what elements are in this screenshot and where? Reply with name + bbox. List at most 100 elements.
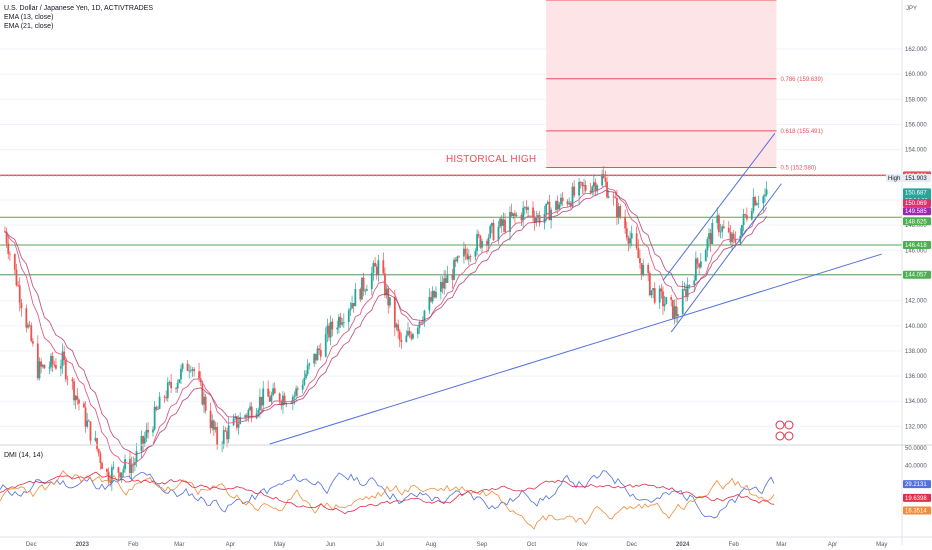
candle-body[interactable] bbox=[337, 316, 340, 328]
candle-body[interactable] bbox=[374, 263, 376, 267]
candle-body[interactable] bbox=[765, 189, 768, 195]
candle-body[interactable] bbox=[467, 256, 470, 260]
candle-body[interactable] bbox=[106, 468, 108, 472]
candle-body[interactable] bbox=[257, 410, 260, 414]
candle-body[interactable] bbox=[420, 321, 423, 323]
candle-body[interactable] bbox=[181, 363, 184, 369]
earnings-icon[interactable] bbox=[784, 431, 794, 441]
candle-body[interactable] bbox=[110, 467, 113, 483]
candle-body[interactable] bbox=[592, 182, 595, 187]
candle-body[interactable] bbox=[135, 451, 138, 463]
candle-body[interactable] bbox=[329, 321, 332, 338]
candle-body[interactable] bbox=[278, 393, 281, 402]
candle-body[interactable] bbox=[226, 431, 228, 440]
candle-body[interactable] bbox=[443, 278, 446, 289]
candle-body[interactable] bbox=[515, 214, 518, 216]
candle-body[interactable] bbox=[477, 234, 480, 236]
candle-body[interactable] bbox=[48, 367, 51, 369]
candle-body[interactable] bbox=[479, 235, 482, 248]
candle-body[interactable] bbox=[96, 438, 98, 450]
candle-body[interactable] bbox=[579, 181, 582, 183]
candle-body[interactable] bbox=[175, 388, 177, 389]
candle-body[interactable] bbox=[466, 253, 469, 260]
adx-line[interactable] bbox=[0, 471, 775, 515]
candle-body[interactable] bbox=[612, 196, 615, 198]
candle-body[interactable] bbox=[66, 378, 69, 380]
candle-body[interactable] bbox=[259, 396, 261, 411]
candle-body[interactable] bbox=[5, 231, 8, 244]
candle-body[interactable] bbox=[351, 303, 353, 309]
candle-body[interactable] bbox=[625, 228, 628, 238]
candle-body[interactable] bbox=[637, 247, 640, 259]
candle-body[interactable] bbox=[658, 288, 661, 303]
candle-body[interactable] bbox=[696, 258, 699, 264]
candle-body[interactable] bbox=[533, 217, 536, 223]
candle-body[interactable] bbox=[7, 243, 10, 254]
candle-body[interactable] bbox=[262, 388, 265, 406]
candle-body[interactable] bbox=[594, 182, 597, 192]
candle-body[interactable] bbox=[548, 201, 551, 221]
candle-body[interactable] bbox=[372, 263, 375, 273]
candle-body[interactable] bbox=[520, 214, 523, 221]
candle-body[interactable] bbox=[546, 201, 549, 204]
candle-body[interactable] bbox=[718, 215, 720, 232]
candle-body[interactable] bbox=[387, 288, 390, 306]
trendline-channel-lower[interactable] bbox=[670, 183, 782, 333]
candle-body[interactable] bbox=[604, 177, 607, 182]
candle-body[interactable] bbox=[416, 327, 419, 335]
candle-body[interactable] bbox=[326, 325, 329, 335]
candle-body[interactable] bbox=[522, 207, 525, 221]
candle-body[interactable] bbox=[295, 388, 298, 396]
candle-body[interactable] bbox=[476, 234, 478, 251]
candle-body[interactable] bbox=[550, 209, 553, 221]
candle-body[interactable] bbox=[336, 327, 339, 330]
candle-body[interactable] bbox=[74, 395, 77, 401]
candle-body[interactable] bbox=[384, 273, 386, 296]
candle-body[interactable] bbox=[191, 369, 194, 371]
candle-body[interactable] bbox=[53, 364, 56, 366]
candle-body[interactable] bbox=[97, 449, 100, 454]
candle-body[interactable] bbox=[606, 181, 608, 198]
candle-body[interactable] bbox=[456, 256, 459, 262]
candle-body[interactable] bbox=[40, 361, 43, 367]
candle-body[interactable] bbox=[630, 233, 633, 239]
candle-body[interactable] bbox=[561, 197, 564, 202]
candle-body[interactable] bbox=[650, 290, 653, 296]
candle-body[interactable] bbox=[347, 310, 350, 323]
dividend-icon[interactable] bbox=[775, 431, 785, 441]
candle-body[interactable] bbox=[407, 330, 409, 336]
candle-body[interactable] bbox=[639, 258, 641, 264]
candle-body[interactable] bbox=[397, 324, 400, 332]
candle-body[interactable] bbox=[569, 202, 572, 207]
candle-body[interactable] bbox=[145, 429, 148, 438]
candle-body[interactable] bbox=[86, 420, 89, 427]
candle-body[interactable] bbox=[15, 269, 18, 286]
candle-body[interactable] bbox=[412, 334, 414, 339]
candle-body[interactable] bbox=[660, 288, 663, 292]
candle-body[interactable] bbox=[489, 226, 492, 238]
candle-body[interactable] bbox=[393, 297, 396, 328]
candle-body[interactable] bbox=[203, 396, 205, 405]
candle-body[interactable] bbox=[481, 241, 483, 248]
candle-body[interactable] bbox=[324, 334, 327, 357]
candle-body[interactable] bbox=[624, 217, 627, 229]
price-badge[interactable] bbox=[903, 270, 931, 279]
candle-body[interactable] bbox=[142, 436, 145, 444]
candle-body[interactable] bbox=[523, 207, 526, 208]
candle-body[interactable] bbox=[283, 395, 286, 405]
candle-body[interactable] bbox=[55, 364, 57, 369]
candle-body[interactable] bbox=[155, 406, 158, 410]
candle-body[interactable] bbox=[235, 416, 238, 428]
candle-body[interactable] bbox=[224, 430, 227, 432]
candle-body[interactable] bbox=[514, 213, 516, 216]
candle-body[interactable] bbox=[398, 331, 401, 341]
candle-body[interactable] bbox=[699, 261, 702, 268]
candle-body[interactable] bbox=[727, 227, 730, 233]
candle-body[interactable] bbox=[370, 272, 373, 290]
candle-body[interactable] bbox=[119, 472, 121, 478]
candle-body[interactable] bbox=[560, 197, 562, 205]
candle-body[interactable] bbox=[556, 201, 559, 210]
dmi-value-badge[interactable] bbox=[903, 506, 931, 515]
candle-body[interactable] bbox=[616, 198, 618, 218]
candle-body[interactable] bbox=[354, 289, 357, 307]
